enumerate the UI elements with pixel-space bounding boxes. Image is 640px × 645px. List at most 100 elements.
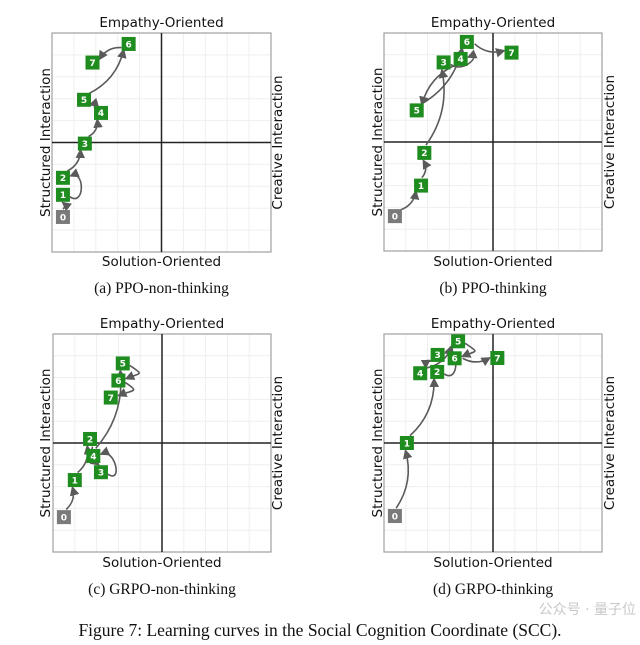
- panel-caption: (d) GRPO-thinking: [433, 581, 553, 598]
- bottom-axis-label: Solution-Oriented: [102, 254, 221, 270]
- point-marker-0: [387, 209, 402, 224]
- trajectory-arrow: [69, 168, 83, 200]
- point-marker-4: [94, 105, 109, 120]
- point-marker-5: [451, 334, 466, 349]
- trajectory-arrow: [395, 449, 413, 509]
- top-axis-label: Empathy-Oriented: [431, 15, 555, 31]
- bottom-axis-label: Solution-Oriented: [102, 555, 221, 571]
- right-axis-label: Creative Interaction: [602, 376, 618, 510]
- point-marker-4: [453, 51, 468, 66]
- point-marker-4: [413, 366, 428, 381]
- point-label: 0: [60, 213, 66, 223]
- trajectory-arrow: [474, 43, 506, 58]
- point-marker-7: [85, 55, 100, 70]
- trajectory-arrow: [421, 159, 432, 179]
- trajectory-arrow: [77, 444, 94, 474]
- bottom-axis-label: Solution-Oriented: [433, 254, 552, 270]
- point-label: 4: [417, 370, 423, 380]
- point-marker-6: [447, 351, 462, 366]
- point-label: 2: [60, 174, 66, 184]
- point-label: 1: [404, 439, 410, 449]
- point-label: 1: [418, 182, 424, 192]
- point-marker-2: [417, 145, 432, 160]
- point-label: 5: [81, 96, 87, 106]
- point-marker-6: [111, 373, 126, 388]
- point-label: 4: [457, 55, 463, 65]
- point-label: 7: [508, 49, 514, 59]
- trajectory-arrow: [425, 68, 449, 146]
- point-marker-1: [67, 473, 82, 488]
- point-marker-2: [55, 170, 70, 185]
- trajectory-arrow: [61, 201, 72, 212]
- point-label: 4: [90, 452, 96, 462]
- figure-caption: Figure 7: Learning curves in the Social …: [78, 620, 561, 640]
- right-axis-label: Creative Interaction: [270, 75, 286, 209]
- trajectory-arrow: [460, 342, 476, 358]
- point-marker-0: [56, 510, 71, 525]
- point-label: 5: [120, 360, 126, 370]
- point-label: 0: [61, 513, 67, 523]
- watermark: 公众号 · 量子位: [539, 602, 636, 618]
- point-label: 6: [126, 40, 132, 50]
- point-marker-1: [399, 436, 414, 450]
- point-marker-3: [430, 347, 445, 362]
- panel-0: Empathy-Oriented Solution-Oriented Structu…: [38, 15, 286, 297]
- trajectory-arrow: [66, 148, 86, 172]
- point-label: 0: [392, 212, 398, 222]
- point-marker-1: [414, 178, 429, 193]
- panel-3: Empathy-Oriented Solution-Oriented Structu…: [370, 316, 618, 598]
- point-marker-3: [436, 55, 451, 70]
- trajectory-arrow: [117, 381, 135, 397]
- bottom-axis-label: Solution-Oriented: [433, 555, 552, 571]
- point-label: 1: [72, 476, 78, 486]
- trajectory-arrow: [88, 48, 127, 95]
- right-axis-label: Creative Interaction: [602, 75, 618, 209]
- point-label: 7: [89, 59, 95, 69]
- panel-caption: (c) GRPO-non-thinking: [88, 581, 236, 598]
- point-label: 2: [434, 368, 440, 378]
- panel-1: Empathy-Oriented Solution-Oriented Structu…: [370, 15, 618, 297]
- trajectory-arrow: [399, 189, 420, 211]
- point-label: 4: [98, 109, 104, 119]
- point-label: 3: [98, 469, 104, 479]
- trajectory-arrow: [419, 64, 456, 107]
- trajectory-arrow: [65, 485, 80, 511]
- point-marker-0: [387, 509, 402, 524]
- point-label: 3: [82, 140, 88, 150]
- point-label: 5: [414, 107, 420, 117]
- point-label: 0: [392, 512, 398, 522]
- point-label: 5: [455, 338, 461, 348]
- point-marker-1: [55, 187, 70, 202]
- panel-2: Empathy-Oriented Solution-Oriented Structu…: [38, 316, 286, 598]
- point-label: 3: [440, 59, 446, 69]
- trajectory-arrow: [462, 357, 492, 367]
- trajectory-arrow: [88, 118, 103, 138]
- point-marker-5: [115, 356, 130, 371]
- panel-caption: (b) PPO-thinking: [439, 280, 546, 297]
- point-marker-6: [121, 36, 136, 51]
- point-label: 7: [108, 394, 114, 404]
- point-label: 6: [464, 38, 470, 48]
- point-label: 2: [421, 149, 427, 159]
- point-marker-7: [490, 350, 505, 365]
- point-label: 2: [87, 435, 93, 445]
- panel-caption: (a) PPO-non-thinking: [94, 280, 229, 297]
- point-marker-6: [459, 34, 474, 49]
- point-marker-7: [504, 45, 519, 60]
- trajectory-arrow: [409, 377, 440, 437]
- left-axis-label: Structured Interaction: [38, 68, 54, 217]
- top-axis-label: Empathy-Oriented: [99, 15, 223, 31]
- trajectory-arrow: [124, 364, 140, 380]
- point-marker-3: [77, 136, 92, 151]
- top-axis-label: Empathy-Oriented: [100, 316, 224, 332]
- point-label: 6: [115, 377, 121, 387]
- point-marker-4: [86, 448, 101, 463]
- point-label: 6: [451, 355, 457, 365]
- trajectory-arrow: [99, 446, 117, 477]
- point-label: 7: [494, 354, 500, 364]
- left-axis-label: Structured Interaction: [38, 369, 54, 518]
- point-marker-0: [55, 209, 70, 224]
- point-label: 3: [434, 351, 440, 361]
- point-marker-5: [409, 103, 424, 118]
